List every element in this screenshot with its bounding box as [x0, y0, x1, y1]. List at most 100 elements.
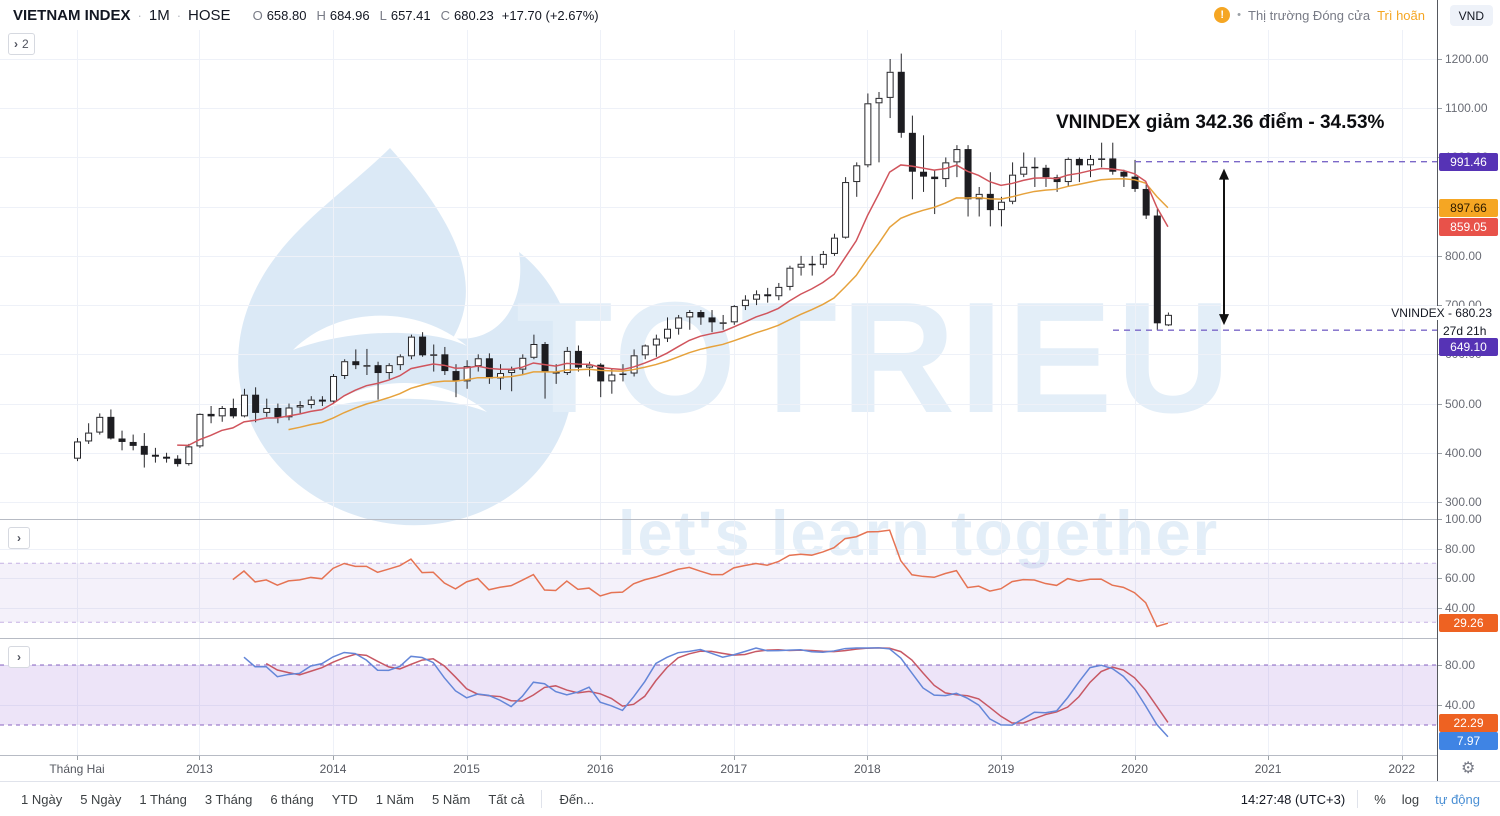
price-badge: 991.46: [1439, 152, 1498, 171]
time-axis-label: 2021: [1254, 762, 1282, 776]
rsi-tick-mark: [1438, 578, 1442, 579]
goto-date-button[interactable]: Đến...: [559, 791, 595, 807]
bottom-toolbar: 1 Ngày 5 Ngày 1 Tháng 3 Tháng 6 tháng YTD 1 Nă…: [0, 781, 1500, 816]
price-axis[interactable]: 1200.001100.001000.00900.00800.00700.006…: [1437, 0, 1500, 781]
high-label: H: [316, 7, 326, 23]
price-tick-label: 500.00: [1445, 396, 1482, 411]
rsi-tick-mark: [1438, 519, 1442, 520]
time-axis-label: 2017: [720, 762, 748, 776]
rsi-tick-label: 80.00: [1445, 541, 1476, 556]
stoch-pane-collapse-button[interactable]: ›: [8, 646, 30, 668]
symbol-title[interactable]: VIETNAM INDEX · 1M · HOSE: [13, 7, 231, 24]
toolbar-divider: [1357, 790, 1359, 808]
timezone-settings-gear-icon[interactable]: ⚙: [1461, 760, 1476, 777]
low-value: 657.41: [390, 7, 431, 23]
time-axis-tick-mark: [1000, 756, 1002, 760]
low-label: L: [379, 7, 387, 23]
drawdown-annotation[interactable]: VNINDEX giảm 342.36 điểm - 34.53%: [1056, 112, 1385, 133]
price-badge: 649.10: [1439, 338, 1498, 356]
price-tick-mark: [1438, 452, 1442, 454]
range-button[interactable]: 1 Tháng: [130, 788, 195, 811]
time-axis-label: 2022: [1388, 762, 1416, 776]
change-value: +17.70 (+2.67%): [501, 7, 599, 23]
indicators-count: 2: [22, 37, 29, 51]
chevron-right-icon: ›: [17, 531, 21, 545]
range-button[interactable]: Tất cả: [479, 788, 533, 811]
time-axis-label: 2015: [453, 762, 480, 776]
price-badge: 22.29: [1439, 713, 1498, 732]
scale-controls: 14:27:48 (UTC+3) % log tự động: [1241, 788, 1488, 811]
range-button[interactable]: YTD: [323, 788, 367, 811]
price-tick-mark: [1438, 255, 1442, 257]
range-button[interactable]: 3 Tháng: [196, 788, 261, 811]
exchange-label[interactable]: HOSE: [188, 6, 231, 24]
time-axis-label: 2020: [1121, 762, 1148, 776]
price-tick-mark: [1438, 403, 1442, 405]
ohlc-values: O 658.80 H 684.96 L 657.41 C 680.23 +17.70 (…: [247, 8, 599, 23]
price-badge: 29.26: [1439, 614, 1498, 633]
time-axis-tick-mark: [466, 756, 468, 760]
stoch-tick-label: 40.00: [1445, 698, 1476, 712]
range-button[interactable]: 5 Ngày: [71, 788, 130, 811]
separator-dot: ·: [137, 7, 142, 23]
range-button[interactable]: 1 Ngày: [12, 788, 71, 811]
rsi-pane-collapse-button[interactable]: ›: [8, 527, 30, 549]
open-label: O: [252, 7, 263, 23]
time-axis-tick-mark: [600, 756, 602, 760]
date-range-buttons: 1 Ngày 5 Ngày 1 Tháng 3 Tháng 6 tháng YTD 1 Nă…: [12, 788, 603, 811]
stoch-tick-label: 80.00: [1445, 658, 1476, 672]
range-button[interactable]: 1 Năm: [367, 788, 423, 811]
chart-header: VIETNAM INDEX · 1M · HOSE O 658.80 H 684.9…: [0, 0, 1437, 30]
high-value: 684.96: [329, 7, 370, 23]
price-tick-mark: [1438, 502, 1442, 503]
time-axis-label: 2016: [586, 762, 614, 776]
time-axis[interactable]: Tháng Hai 2013 2014 2015 2016 2017 2018 2019 202…: [0, 755, 1437, 782]
bar-countdown: 27d 21h: [1443, 324, 1487, 338]
price-tick-label: 800.00: [1445, 248, 1482, 263]
pane-separator[interactable]: [0, 519, 1437, 520]
price-tick-mark: [1438, 59, 1442, 60]
time-axis-tick-mark: [1401, 756, 1403, 760]
price-tick-label: 400.00: [1445, 445, 1482, 460]
indicators-collapse-button[interactable]: › 2: [8, 33, 35, 55]
price-tick-label: 1100.00: [1445, 101, 1488, 116]
log-scale-button[interactable]: log: [1394, 788, 1427, 811]
time-axis-label: 2018: [854, 762, 881, 776]
interval-label[interactable]: 1M: [148, 6, 170, 24]
time-axis-label: Tháng Hai: [49, 762, 105, 776]
stoch-tick-mark: [1438, 705, 1442, 706]
time-axis-label: 2014: [319, 762, 347, 776]
rsi-tick-mark: [1438, 548, 1442, 550]
price-badge: 859.05: [1439, 217, 1498, 236]
rsi-tick-label: 60.00: [1445, 571, 1476, 585]
last-price-label: VNINDEX - 680.23: [1389, 306, 1494, 320]
auto-scale-button[interactable]: tự động: [1427, 788, 1488, 811]
time-axis-label: 2019: [987, 762, 1015, 776]
time-axis-tick-mark: [733, 756, 735, 760]
rsi-tick-label: 100.00: [1445, 512, 1482, 526]
open-value: 658.80: [266, 7, 307, 23]
symbol-name[interactable]: VIETNAM INDEX: [13, 6, 131, 24]
clock-label[interactable]: 14:27:48 (UTC+3): [1240, 791, 1346, 807]
pane-separator[interactable]: [0, 638, 1437, 639]
currency-button[interactable]: VND: [1449, 5, 1493, 26]
close-label: C: [440, 7, 450, 23]
chevron-right-icon: ›: [17, 650, 21, 664]
price-badge: 897.66: [1439, 198, 1498, 217]
time-axis-tick-mark: [199, 756, 201, 760]
close-value: 680.23: [454, 7, 494, 23]
rsi-tick-mark: [1438, 607, 1442, 609]
price-tick-label: 300.00: [1445, 495, 1482, 509]
price-tick-mark: [1438, 108, 1442, 110]
rsi-tick-label: 40.00: [1445, 600, 1476, 615]
price-tick-label: 1200.00: [1445, 52, 1489, 66]
range-button[interactable]: 5 Năm: [423, 788, 479, 811]
stoch-tick-mark: [1438, 665, 1442, 666]
toolbar-divider: [541, 790, 543, 808]
percent-scale-button[interactable]: %: [1366, 788, 1394, 811]
price-badge: 7.97: [1439, 732, 1498, 750]
price-tick-mark: [1438, 305, 1442, 307]
range-button[interactable]: 6 tháng: [261, 788, 322, 811]
time-axis-tick-mark: [867, 756, 869, 760]
chevron-right-icon: ›: [14, 37, 18, 51]
